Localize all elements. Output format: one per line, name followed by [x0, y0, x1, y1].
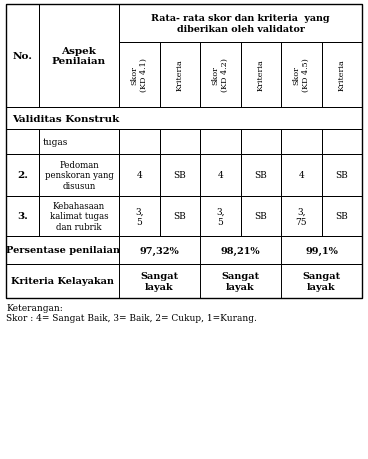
- Text: 4: 4: [298, 171, 304, 180]
- Text: 2.: 2.: [17, 171, 28, 180]
- Bar: [322, 43, 362, 108]
- Text: SB: SB: [173, 171, 186, 180]
- Bar: [159, 196, 200, 236]
- Bar: [159, 155, 200, 196]
- Text: SB: SB: [173, 212, 186, 221]
- Bar: [6, 108, 362, 130]
- Bar: [119, 5, 362, 43]
- Text: 3,
75: 3, 75: [296, 207, 307, 226]
- Bar: [200, 196, 241, 236]
- Bar: [241, 196, 281, 236]
- Bar: [200, 43, 241, 108]
- Text: Kriteria Kelayakan: Kriteria Kelayakan: [11, 277, 114, 286]
- Bar: [241, 130, 281, 155]
- Bar: [200, 155, 241, 196]
- Bar: [39, 155, 119, 196]
- Bar: [322, 130, 362, 155]
- Text: 4: 4: [137, 171, 142, 180]
- Text: Skor : 4= Sangat Baik, 3= Baik, 2= Cukup, 1=Kurang.: Skor : 4= Sangat Baik, 3= Baik, 2= Cukup…: [6, 313, 257, 322]
- Text: Aspek
Penilaian: Aspek Penilaian: [52, 47, 106, 66]
- Text: Sangat
layak: Sangat layak: [302, 272, 340, 291]
- Bar: [241, 43, 281, 108]
- Bar: [281, 155, 322, 196]
- Bar: [6, 5, 39, 108]
- Text: Pedoman
penskoran yang
disusun: Pedoman penskoran yang disusun: [45, 161, 113, 190]
- Text: Kriteria: Kriteria: [257, 60, 265, 91]
- Bar: [6, 155, 39, 196]
- Text: Skor
(KD 4.1): Skor (KD 4.1): [131, 58, 148, 92]
- Bar: [119, 196, 159, 236]
- Bar: [281, 43, 322, 108]
- Text: 4: 4: [217, 171, 223, 180]
- Text: 97,32%: 97,32%: [139, 246, 179, 255]
- Text: Rata- rata skor dan kriteria  yang
diberikan oleh validator: Rata- rata skor dan kriteria yang diberi…: [151, 14, 330, 34]
- Text: tugas: tugas: [43, 138, 68, 147]
- Bar: [6, 196, 39, 236]
- Bar: [6, 130, 39, 155]
- Text: No.: No.: [13, 52, 32, 61]
- Text: Kriteria: Kriteria: [338, 60, 346, 91]
- Bar: [6, 264, 362, 298]
- Bar: [241, 155, 281, 196]
- Text: SB: SB: [335, 171, 348, 180]
- Bar: [159, 43, 200, 108]
- Bar: [39, 196, 119, 236]
- Bar: [6, 236, 362, 264]
- Bar: [159, 130, 200, 155]
- Text: SB: SB: [254, 212, 267, 221]
- Bar: [119, 155, 159, 196]
- Text: 99,1%: 99,1%: [305, 246, 338, 255]
- Text: Kriteria: Kriteria: [176, 60, 184, 91]
- Bar: [322, 155, 362, 196]
- Text: Persentase penilaian: Persentase penilaian: [6, 246, 120, 255]
- Bar: [281, 196, 322, 236]
- Text: Validitas Konstruk: Validitas Konstruk: [12, 114, 119, 123]
- Text: SB: SB: [335, 212, 348, 221]
- Text: 98,21%: 98,21%: [221, 246, 260, 255]
- Text: 3.: 3.: [17, 212, 28, 221]
- Bar: [6, 5, 362, 298]
- Bar: [200, 130, 241, 155]
- Bar: [119, 43, 159, 108]
- Text: 3,
5: 3, 5: [216, 207, 224, 226]
- Text: Sangat
layak: Sangat layak: [141, 272, 178, 291]
- Text: Kebahasaan
kalimat tugas
dan rubrik: Kebahasaan kalimat tugas dan rubrik: [50, 202, 108, 231]
- Bar: [281, 130, 322, 155]
- Text: Sangat
layak: Sangat layak: [222, 272, 259, 291]
- Text: Skor
(KD 4.5): Skor (KD 4.5): [293, 58, 310, 92]
- Text: SB: SB: [254, 171, 267, 180]
- Bar: [39, 5, 119, 108]
- Bar: [119, 130, 159, 155]
- Text: Keterangan:: Keterangan:: [6, 303, 63, 312]
- Text: Skor
(KD 4.2): Skor (KD 4.2): [212, 58, 229, 92]
- Bar: [322, 196, 362, 236]
- Text: 3,
5: 3, 5: [135, 207, 144, 226]
- Bar: [39, 130, 119, 155]
